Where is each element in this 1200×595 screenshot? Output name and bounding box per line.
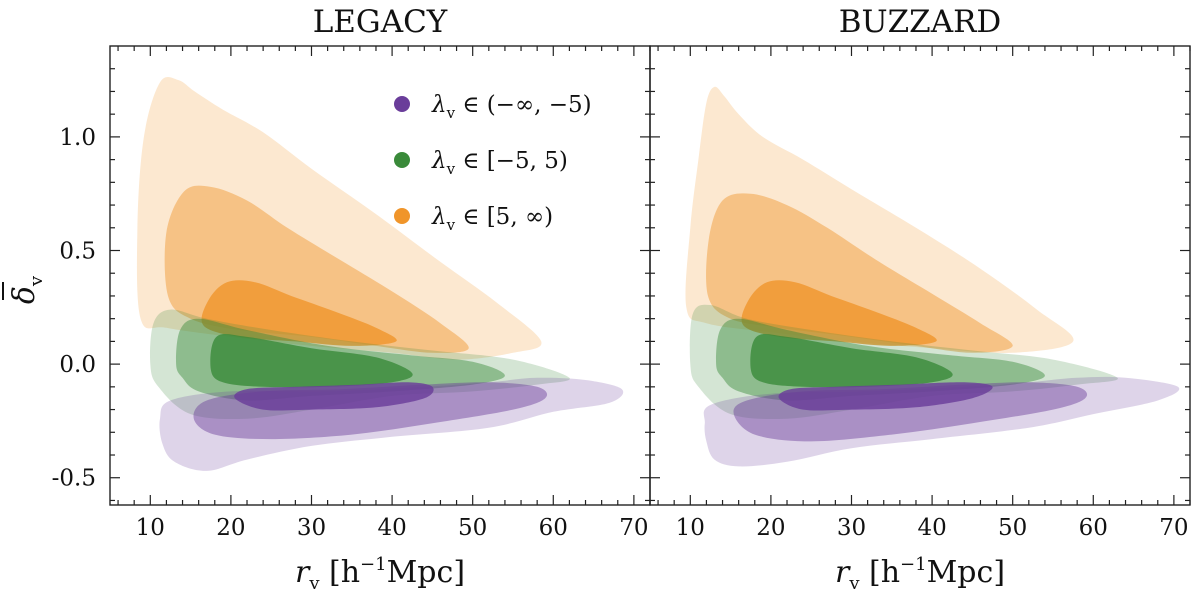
y-tick-label: 0.0 [59,352,96,378]
legend-marker [394,96,410,112]
legend-label: λv ∈ [−5, 5) [431,148,568,178]
legend-label: λv ∈ [5, ∞) [431,204,553,234]
y-axis-label-subscript: v [26,275,47,287]
plot-area [136,77,624,471]
panel-frame [649,45,1191,506]
x-tick-label: 10 [136,515,165,541]
x-label-unit-exp: −1 [900,554,927,575]
legend-label-symbol: λ [431,92,447,118]
x-axis-label: rv [h−1Mpc] [295,554,465,594]
x-tick-label: 10 [676,515,705,541]
contour-green-level-3 [750,334,953,388]
contour-orange-level-3 [201,280,397,346]
legend-label-symbol: λ [431,204,447,230]
x-label-subscript: v [848,573,860,594]
y-tick-label: 1.0 [59,125,96,151]
panel-title: BUZZARD [839,4,1002,40]
legend-label-range: ∈ [5, ∞) [455,204,553,230]
y-tick-label: 0.5 [59,239,96,265]
x-label-unit-pre: [h [319,555,360,590]
x-tick-label: 20 [216,515,245,541]
x-label-unit-pre: [h [859,555,900,590]
x-tick-label: 40 [917,515,946,541]
legend-marker [394,152,410,168]
x-tick-label: 30 [837,515,866,541]
legend-label-subscript: v [446,216,456,234]
x-label-subscript: v [308,573,320,594]
x-tick-label: 30 [297,515,326,541]
y-axis-label: δv [2,275,47,304]
x-tick-label: 20 [756,515,785,541]
legend-marker [394,208,410,224]
y-axis-label-symbol: δ [7,286,42,304]
x-tick-label: 60 [539,515,568,541]
svg-text:δv: δv [7,275,47,304]
x-tick-label: 50 [458,515,487,541]
x-tick-label: 60 [1079,515,1108,541]
contour-orange-level-3 [741,280,937,346]
x-tick-label: 70 [1159,515,1188,541]
legend-label-subscript: v [446,104,456,122]
contour-green-level-3 [210,334,413,388]
x-label-symbol: r [295,555,311,590]
legend-label-symbol: λ [431,148,447,174]
x-axis-label: rv [h−1Mpc] [835,554,1005,594]
y-tick-label: -0.5 [52,466,96,492]
legend-label-range: ∈ [−5, 5) [455,148,568,174]
legend-label-subscript: v [446,160,456,178]
panel-title: LEGACY [313,4,448,40]
legend: λv ∈ (−∞, −5)λv ∈ [−5, 5)λv ∈ [5, ∞) [394,92,592,234]
contour-purple-level-3 [778,382,993,411]
x-label-unit-post: Mpc] [927,555,1005,590]
x-label-symbol: r [835,555,851,590]
legend-label-range: ∈ (−∞, −5) [455,92,592,118]
panel-buzzard: 10 20 30 40 50 60 70 BUZZARD rv [h−1Mpc] [649,4,1191,594]
x-label-unit-post: Mpc] [387,555,465,590]
legend-item: λv ∈ [5, ∞) [394,204,553,234]
x-tick-label: 50 [998,515,1027,541]
contour-purple-level-3 [234,382,434,411]
legend-item: λv ∈ (−∞, −5) [394,92,592,122]
x-tick-label: 70 [619,515,648,541]
legend-label: λv ∈ (−∞, −5) [431,92,592,122]
legend-item: λv ∈ [−5, 5) [394,148,568,178]
plot-area [685,86,1180,467]
x-tick-label: 40 [377,515,406,541]
x-label-unit-exp: −1 [360,554,387,575]
